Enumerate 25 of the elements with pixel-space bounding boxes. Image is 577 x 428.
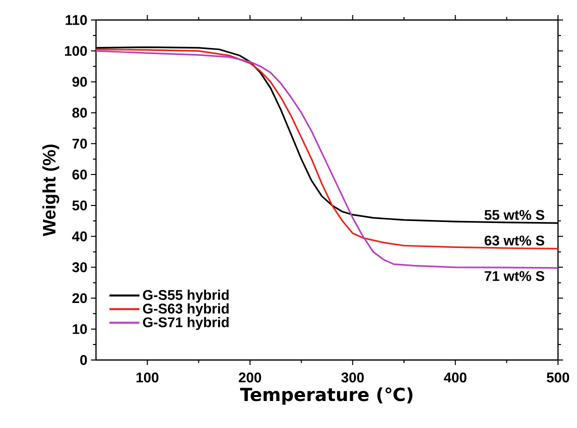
x-tick-label: 300 [341, 372, 364, 382]
x-tick-label: 500 [546, 372, 570, 382]
y-tick-label: 70 [72, 138, 87, 149]
y-tick-label: 80 [72, 108, 87, 118]
y-tick-label: 60 [72, 170, 87, 180]
y-tick-label: 110 [66, 15, 87, 25]
annotation: 63 wt% S [484, 236, 544, 246]
x-axis-title: Temperature (℃) [240, 387, 412, 405]
y-tick-label: 30 [72, 262, 87, 272]
y-tick-label: 10 [72, 324, 87, 334]
y-tick-label: 50 [72, 200, 87, 210]
y-tick-label: 0 [80, 355, 87, 365]
x-tick-label: 100 [136, 372, 158, 382]
y-tick-label: 40 [72, 231, 87, 242]
x-tick-label: 200 [238, 372, 262, 382]
y-tick-label: 100 [64, 46, 87, 56]
legend-label: G-S71 hybrid [143, 316, 229, 330]
x-tick-label: 400 [444, 372, 466, 382]
legend-label: G-S55 hybrid [143, 290, 229, 303]
y-axis-title: Weight (%) [42, 144, 60, 236]
y-tick-label: 20 [72, 293, 87, 304]
annotation: 71 wt% S [484, 271, 544, 282]
annotation: 55 wt% S [484, 210, 544, 220]
legend-label: G-S63 hybrid [143, 303, 229, 316]
y-tick-label: 90 [72, 76, 87, 87]
